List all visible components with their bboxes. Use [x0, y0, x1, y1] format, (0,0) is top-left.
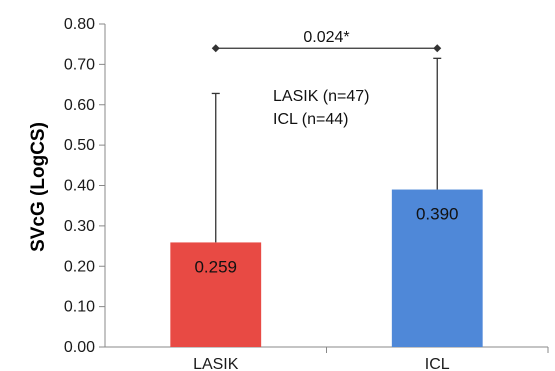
bar-value-label: 0.390	[416, 205, 459, 224]
bars	[170, 189, 483, 347]
significance-marker	[211, 44, 220, 53]
y-tick-label: 0.50	[64, 137, 95, 154]
y-tick-label: 0.30	[64, 218, 95, 235]
error-bars	[211, 57, 442, 243]
x-tick-label: ICL	[425, 356, 450, 371]
bar-value-label: 0.259	[194, 257, 237, 276]
bar-lasik	[170, 242, 262, 347]
significance-label: 0.024*	[303, 29, 349, 46]
y-tick-label: 0.00	[64, 339, 95, 356]
y-axis-label: SVcG (LogCS)	[28, 122, 49, 252]
y-tick-label: 0.70	[64, 56, 95, 73]
x-tick-label: LASIK	[193, 356, 239, 371]
significance-bracket: 0.024*	[211, 29, 442, 53]
significance-marker	[433, 44, 442, 53]
y-tick-label: 0.60	[64, 97, 95, 114]
y-ticks: 0.00 0.10 0.20 0.30 0.40 0.50 0.60 0.70 0.80	[64, 16, 105, 356]
bar-value-labels: 0.259 0.390	[194, 205, 458, 277]
y-tick-label: 0.80	[64, 16, 95, 33]
annotations: LASIK (n=47) ICL (n=44)	[273, 88, 370, 128]
y-tick-label: 0.20	[64, 258, 95, 275]
bar-icl	[391, 189, 483, 347]
y-tick-label: 0.40	[64, 178, 95, 195]
sample-size-icl: ICL (n=44)	[273, 111, 348, 128]
x-tick-labels: LASIK ICL	[193, 356, 450, 371]
y-tick-label: 0.10	[64, 299, 95, 316]
sample-size-lasik: LASIK (n=47)	[273, 88, 370, 105]
